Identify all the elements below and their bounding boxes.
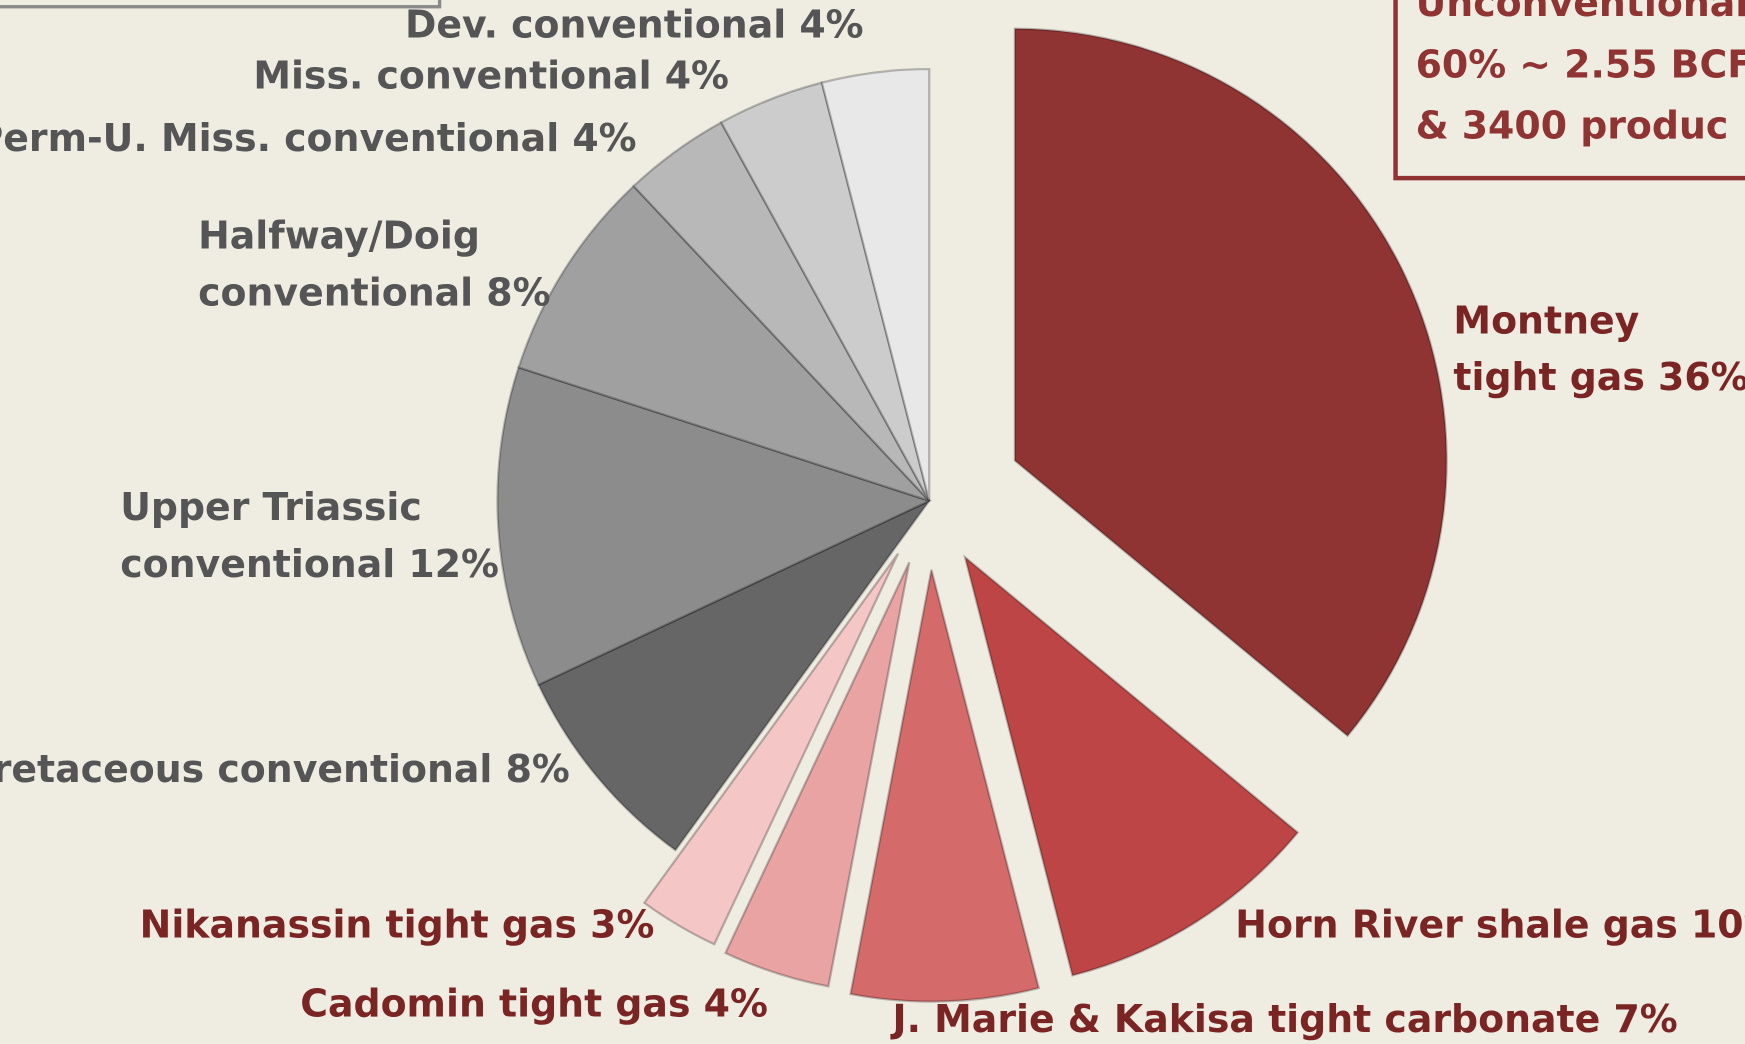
- slice-label: Perm-U. Miss. conventional 4%: [0, 116, 637, 160]
- slice-label: Cadomin tight gas 4%: [300, 982, 768, 1026]
- pie-slice: [963, 554, 1300, 977]
- pie-slice: [820, 67, 931, 502]
- pie-slice: [723, 561, 911, 988]
- slice-label: Miss. conventional 4%: [253, 53, 729, 97]
- slice-label: Nikanassin tight gas 3%: [140, 903, 655, 947]
- annotation-box: [1393, 0, 1745, 181]
- pie-slice: [632, 120, 931, 502]
- annotation: 60% ~ 2.55 BCF: [1416, 42, 1745, 86]
- pie-slice: [849, 569, 1041, 1003]
- pie-slice: [517, 184, 931, 502]
- slice-label: Horn River shale gas 10%: [1235, 903, 1745, 947]
- annotation: & 3400 produc: [1416, 104, 1729, 148]
- slice-label: Dev. conventional 4%: [405, 2, 864, 46]
- pie-slice: [1013, 27, 1448, 738]
- pie-slice: [496, 366, 933, 687]
- slice-label: conventional 8%: [198, 270, 550, 314]
- slice-label: Montney: [1453, 298, 1639, 342]
- slice-label: conventional 12%: [120, 542, 499, 586]
- slice-label: Halfway/Doig: [198, 214, 480, 258]
- slice-label: Upper Triassic: [120, 485, 422, 529]
- annotation: Unconventional: [1416, 0, 1745, 25]
- pie-slice: [719, 81, 931, 502]
- slice-label: tight gas 36%: [1453, 355, 1745, 399]
- pie-slice: [537, 499, 931, 852]
- pie-slice: [642, 552, 900, 946]
- legend-box: [0, 0, 442, 9]
- slice-label: Cretaceous conventional 8%: [0, 747, 570, 791]
- slice-label: J. Marie & Kakisa tight carbonate 7%: [890, 997, 1678, 1041]
